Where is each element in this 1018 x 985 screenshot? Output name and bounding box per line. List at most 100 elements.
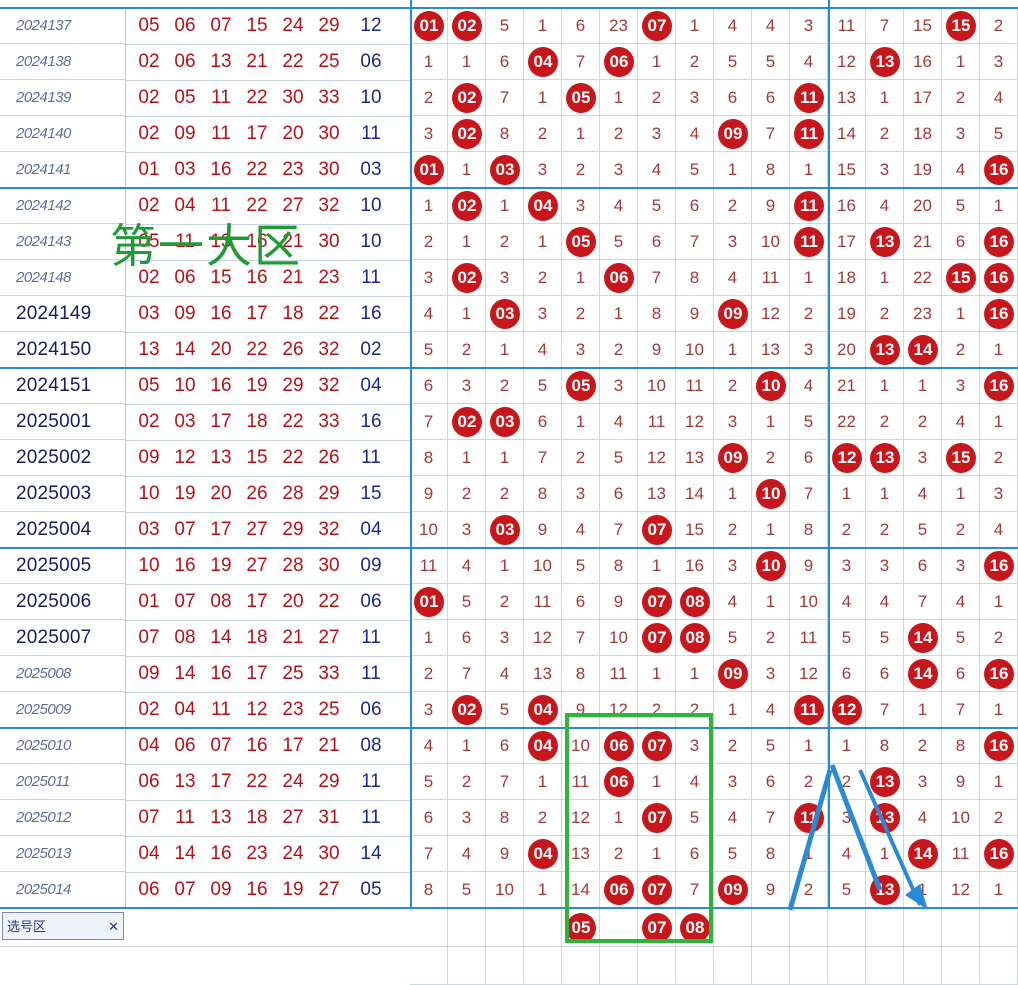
trend-cell[interactable]: 5 <box>714 620 752 656</box>
trend-cell[interactable]: 6 <box>676 188 714 224</box>
trend-cell[interactable]: 16 <box>980 368 1018 404</box>
trend-cell[interactable]: 17 <box>828 224 866 260</box>
trend-cell[interactable]: 8 <box>676 260 714 296</box>
trend-cell[interactable]: 1 <box>524 8 562 44</box>
trend-cell[interactable]: 3 <box>600 368 638 404</box>
trend-cell[interactable]: 1 <box>790 728 828 764</box>
trend-cell[interactable]: 05 <box>562 80 600 116</box>
trend-cell[interactable]: 21 <box>904 224 942 260</box>
trend-cell[interactable]: 1 <box>904 368 942 404</box>
clear-icon[interactable]: ✕ <box>108 919 119 934</box>
trend-cell[interactable]: 11 <box>410 548 448 584</box>
trend-cell[interactable]: 3 <box>676 728 714 764</box>
trend-cell[interactable]: 12 <box>752 296 790 332</box>
trend-cell[interactable]: 13 <box>638 476 676 512</box>
trend-cell[interactable]: 4 <box>600 188 638 224</box>
trend-cell[interactable]: 5 <box>828 620 866 656</box>
trend-cell[interactable]: 6 <box>562 584 600 620</box>
trend-cell[interactable]: 16 <box>980 152 1018 188</box>
trend-cell[interactable]: 11 <box>942 836 980 872</box>
trend-cell[interactable]: 7 <box>486 80 524 116</box>
trend-cell[interactable]: 1 <box>562 404 600 440</box>
trend-cell[interactable]: 3 <box>638 116 676 152</box>
trend-cell[interactable]: 6 <box>752 764 790 800</box>
trend-cell[interactable]: 6 <box>562 8 600 44</box>
trend-cell[interactable]: 1 <box>828 728 866 764</box>
trend-cell[interactable]: 9 <box>600 584 638 620</box>
trend-cell[interactable]: 6 <box>828 656 866 692</box>
trend-cell[interactable]: 3 <box>714 224 752 260</box>
trend-cell[interactable]: 6 <box>866 656 904 692</box>
trend-cell[interactable]: 6 <box>486 728 524 764</box>
trend-cell[interactable]: 6 <box>714 80 752 116</box>
trend-cell[interactable]: 16 <box>980 548 1018 584</box>
trend-cell[interactable]: 2 <box>524 260 562 296</box>
trend-cell[interactable]: 13 <box>866 224 904 260</box>
trend-cell[interactable]: 1 <box>942 44 980 80</box>
trend-cell[interactable]: 2 <box>752 620 790 656</box>
trend-cell[interactable]: 6 <box>410 368 448 404</box>
trend-cell[interactable]: 03 <box>486 296 524 332</box>
trend-cell[interactable]: 1 <box>448 44 486 80</box>
trend-cell[interactable]: 8 <box>524 476 562 512</box>
trend-cell[interactable]: 5 <box>600 440 638 476</box>
trend-cell[interactable]: 9 <box>486 836 524 872</box>
trend-cell[interactable]: 1 <box>638 44 676 80</box>
trend-cell[interactable]: 23 <box>904 296 942 332</box>
trend-cell[interactable]: 7 <box>790 476 828 512</box>
trend-cell[interactable]: 11 <box>790 80 828 116</box>
trend-cell[interactable]: 3 <box>448 800 486 836</box>
trend-cell[interactable]: 1 <box>638 548 676 584</box>
trend-cell[interactable]: 06 <box>600 728 638 764</box>
trend-cell[interactable]: 4 <box>790 368 828 404</box>
trend-cell[interactable]: 16 <box>980 728 1018 764</box>
trend-cell[interactable]: 3 <box>714 764 752 800</box>
trend-cell[interactable]: 2 <box>676 44 714 80</box>
trend-cell[interactable]: 4 <box>410 728 448 764</box>
trend-cell[interactable]: 1 <box>486 548 524 584</box>
trend-cell[interactable]: 14 <box>904 620 942 656</box>
trend-cell[interactable]: 01 <box>410 584 448 620</box>
trend-cell[interactable]: 7 <box>486 764 524 800</box>
trend-cell[interactable]: 02 <box>448 404 486 440</box>
trend-cell[interactable]: 09 <box>714 656 752 692</box>
trend-cell[interactable]: 6 <box>752 80 790 116</box>
trend-cell[interactable]: 1 <box>752 404 790 440</box>
trend-cell[interactable]: 04 <box>524 188 562 224</box>
trend-cell[interactable]: 11 <box>790 188 828 224</box>
trend-cell[interactable]: 3 <box>714 548 752 584</box>
trend-cell[interactable]: 1 <box>676 656 714 692</box>
trend-cell[interactable]: 6 <box>942 656 980 692</box>
trend-cell[interactable]: 9 <box>942 764 980 800</box>
trend-cell[interactable]: 16 <box>676 548 714 584</box>
trend-cell[interactable]: 1 <box>448 224 486 260</box>
trend-cell[interactable]: 02 <box>448 692 486 728</box>
trend-cell[interactable]: 05 <box>562 368 600 404</box>
trend-cell[interactable]: 4 <box>790 44 828 80</box>
trend-cell[interactable]: 4 <box>676 116 714 152</box>
trend-cell[interactable]: 02 <box>448 80 486 116</box>
trend-cell[interactable]: 6 <box>410 800 448 836</box>
trend-cell[interactable]: 7 <box>676 224 714 260</box>
trend-cell[interactable]: 2 <box>410 656 448 692</box>
trend-cell[interactable]: 04 <box>524 728 562 764</box>
selection-cell[interactable]: 05 <box>562 909 600 947</box>
trend-cell[interactable]: 14 <box>904 836 942 872</box>
trend-cell[interactable]: 6 <box>904 548 942 584</box>
trend-cell[interactable]: 1 <box>448 728 486 764</box>
trend-cell[interactable]: 14 <box>676 476 714 512</box>
trend-cell[interactable]: 22 <box>904 260 942 296</box>
trend-cell[interactable]: 3 <box>524 296 562 332</box>
trend-cell[interactable]: 8 <box>562 656 600 692</box>
trend-cell[interactable]: 7 <box>524 440 562 476</box>
trend-cell[interactable]: 10 <box>790 584 828 620</box>
trend-cell[interactable]: 3 <box>866 548 904 584</box>
trend-cell[interactable]: 1 <box>410 188 448 224</box>
trend-cell[interactable]: 07 <box>638 872 676 908</box>
trend-cell[interactable]: 7 <box>904 584 942 620</box>
trend-cell[interactable]: 3 <box>486 620 524 656</box>
trend-cell[interactable]: 8 <box>638 296 676 332</box>
trend-cell[interactable]: 5 <box>524 368 562 404</box>
trend-cell[interactable]: 6 <box>448 620 486 656</box>
trend-cell[interactable]: 01 <box>410 8 448 44</box>
